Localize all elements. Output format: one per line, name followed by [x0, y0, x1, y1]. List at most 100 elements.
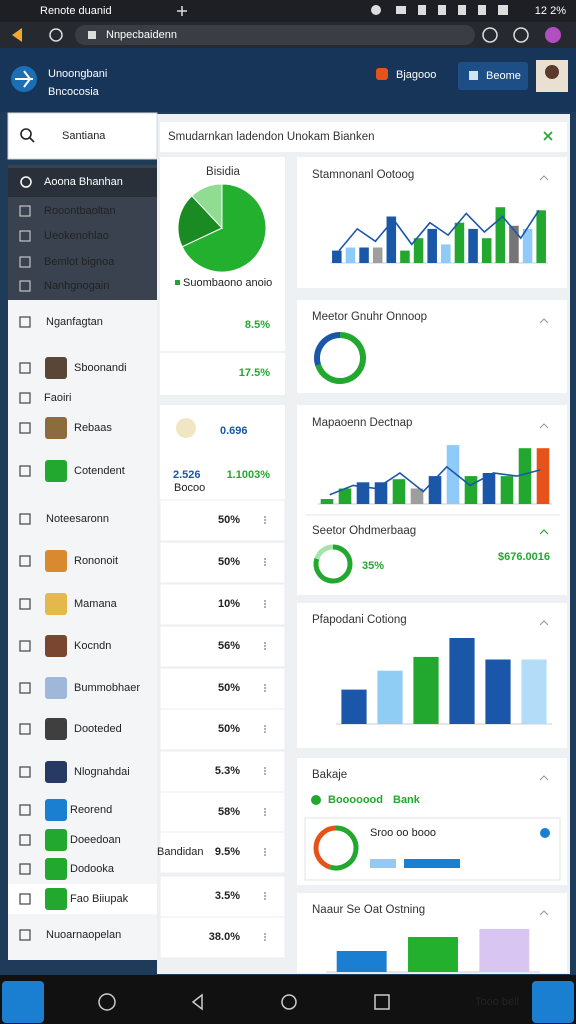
table-row	[159, 875, 286, 918]
inner-card	[304, 817, 561, 881]
nav-back[interactable]	[191, 993, 203, 1011]
charts	[177, 183, 552, 973]
sidebar-icon	[19, 230, 31, 242]
sidebar-icon	[19, 804, 31, 816]
sidebar-item: Noteesaronn	[46, 513, 109, 525]
sidebar-item: Bummobhaer	[74, 682, 140, 694]
item-image	[45, 799, 67, 821]
row-menu	[264, 522, 266, 524]
nav-label: Tooo bell	[475, 996, 519, 1008]
row-menu	[264, 645, 266, 647]
header-button[interactable]	[458, 62, 528, 90]
sidebar-item: Rebaas	[74, 422, 112, 434]
sidebar-icon	[19, 834, 31, 846]
back-button[interactable]	[12, 28, 22, 42]
row-menu	[264, 725, 266, 727]
browser-icon[interactable]	[482, 27, 498, 43]
button-icon	[469, 71, 478, 80]
card	[297, 157, 567, 288]
donut-segment	[314, 544, 334, 560]
nav-app[interactable]	[532, 981, 574, 1023]
bar	[536, 210, 546, 263]
row-menu	[264, 898, 266, 900]
sidebar-icon	[20, 176, 32, 188]
row-menu	[264, 731, 266, 733]
new-tab[interactable]	[177, 6, 187, 16]
profile-icon[interactable]	[545, 27, 561, 43]
reload-button[interactable]	[49, 28, 63, 42]
item-image	[45, 858, 67, 880]
bar	[481, 238, 492, 263]
sidebar-item: Kocndn	[74, 640, 111, 652]
row-menu	[264, 851, 266, 853]
row-menu	[264, 892, 266, 894]
row-menu	[264, 603, 266, 605]
notification-icon[interactable]	[376, 68, 388, 80]
bar	[500, 476, 514, 504]
table-row	[159, 750, 286, 793]
stats-value: 1.1003%	[227, 469, 271, 481]
item-image	[45, 677, 67, 699]
trend-line	[338, 209, 540, 252]
card-title: Pfapodani Cotiong	[312, 614, 407, 626]
row-menu	[264, 895, 266, 897]
collapse-icons[interactable]	[539, 175, 549, 916]
bar	[518, 448, 532, 504]
sidebar-active-label: Aoona Bhanhan	[44, 176, 123, 188]
search-box[interactable]	[7, 112, 158, 160]
user-name: Bjagooo	[396, 69, 436, 81]
sidebar-item: Fao Biiupak	[70, 893, 129, 905]
table-row	[159, 667, 286, 710]
sidebar-item: Mamana	[74, 598, 118, 610]
sidebar-icon	[19, 555, 31, 567]
nav-icon[interactable]	[98, 993, 116, 1011]
status-battery: 12 2%	[535, 5, 566, 17]
bar	[320, 499, 334, 504]
item-image	[45, 761, 67, 783]
stats-label: Bocoo	[174, 482, 205, 494]
search-text: Santiana	[62, 130, 106, 142]
table-value: 58%	[218, 806, 240, 818]
url-field[interactable]	[75, 25, 475, 45]
row-menu	[264, 933, 266, 935]
sidebar-subitem: Bemlot bignoa	[44, 256, 115, 268]
row-menu	[264, 687, 266, 689]
bar	[522, 228, 533, 263]
table-value: 9.5%	[215, 846, 240, 858]
table-row	[159, 541, 286, 584]
card-title: Mapaoenn Dectnap	[312, 417, 412, 429]
nav-app[interactable]	[2, 981, 44, 1023]
sidebar-subitem: Rooontbaoltan	[44, 205, 116, 217]
sidebar-subitem: Ueokenohlao	[44, 230, 109, 242]
sidebar-highlight	[8, 884, 157, 914]
nav-home[interactable]	[281, 994, 297, 1010]
sidebar-icon	[19, 465, 31, 477]
sidebar-icon	[19, 598, 31, 610]
row-menu	[264, 642, 266, 644]
card-title: Naaur Se Oat Ostning	[312, 904, 425, 916]
sidebar-icon	[19, 256, 31, 268]
bar	[341, 689, 367, 724]
bar	[521, 659, 547, 724]
bar	[345, 247, 356, 263]
card-subtitle: Seetor Ohdmerbaag	[312, 525, 416, 537]
browser-icon[interactable]	[513, 27, 529, 43]
sidebar-icon	[19, 893, 31, 905]
sidebar-caption: Faoiri	[44, 392, 72, 404]
sidebar-active[interactable]	[8, 168, 157, 197]
status-icons	[371, 5, 508, 15]
avatar	[545, 65, 559, 79]
banner-text: Smudarnkan ladendon Unokam Bianken	[168, 131, 375, 143]
lock-icon	[88, 31, 96, 39]
card	[297, 300, 567, 393]
sidebar-item: Nlognahdai	[74, 766, 130, 778]
donut-segment	[314, 332, 341, 367]
status-bar	[0, 0, 576, 22]
card-title: Bakaje	[312, 769, 347, 781]
sidebar-icon	[19, 513, 31, 525]
card-link[interactable]: Bank	[393, 794, 421, 806]
nav-recent[interactable]	[374, 994, 390, 1010]
row-menu	[264, 773, 266, 775]
banner-close[interactable]	[543, 131, 553, 141]
row-menu	[264, 561, 266, 563]
